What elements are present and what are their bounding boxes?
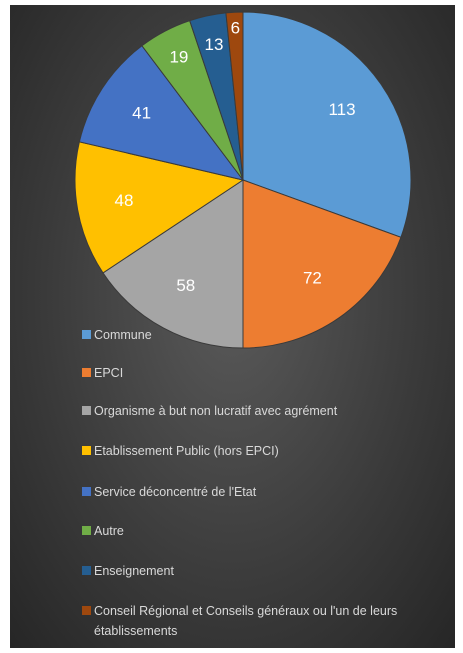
data-label: 48 [114,191,133,210]
chart-area: 113 72 58 48 41 19 13 6 Commune EPCI Organisme à … [10,5,455,648]
legend-swatch [82,566,91,575]
legend-item: Enseignement [82,561,422,581]
data-label: 41 [132,103,151,122]
data-label: 113 [328,100,355,119]
legend-swatch [82,368,91,377]
legend-label: Conseil Régional et Conseils généraux ou… [94,604,398,638]
data-label: 72 [303,269,322,288]
legend-label: EPCI [94,366,124,380]
data-label: 19 [169,48,188,67]
legend-item: Etablissement Public (hors EPCI) [82,441,422,461]
legend-item: Organisme à but non lucratif avec agréme… [82,401,422,421]
legend-swatch [82,330,91,339]
chart: 113 72 58 48 41 19 13 6 [74,11,412,349]
legend-swatch [82,526,91,535]
legend-label: Organisme à but non lucratif avec agréme… [94,404,338,418]
pie-slice [102,179,244,349]
legend-label: Enseignement [94,564,174,578]
pie-slice [242,179,402,349]
pie-slice [242,11,412,238]
legend-swatch [82,406,91,415]
legend-label: Autre [94,524,124,538]
legend-label: Service déconcentré de l'Etat [94,485,257,499]
legend-swatch [82,606,91,615]
data-label: 6 [231,18,240,37]
legend-label: Etablissement Public (hors EPCI) [94,444,279,458]
pie-slice [74,141,245,274]
data-label: 58 [176,276,195,295]
legend-item: Conseil Régional et Conseils généraux ou… [82,601,422,641]
legend-swatch [82,446,91,455]
pie-slice [78,45,245,181]
legend-item: EPCI [82,363,422,383]
data-label: 13 [205,35,224,54]
legend-item: Service déconcentré de l'Etat [82,482,422,502]
legend-item: Autre [82,521,422,541]
legend-label: Commune [94,328,152,342]
legend-item: Commune [82,325,422,345]
pie-slice [225,11,244,181]
legend-swatch [82,487,91,496]
